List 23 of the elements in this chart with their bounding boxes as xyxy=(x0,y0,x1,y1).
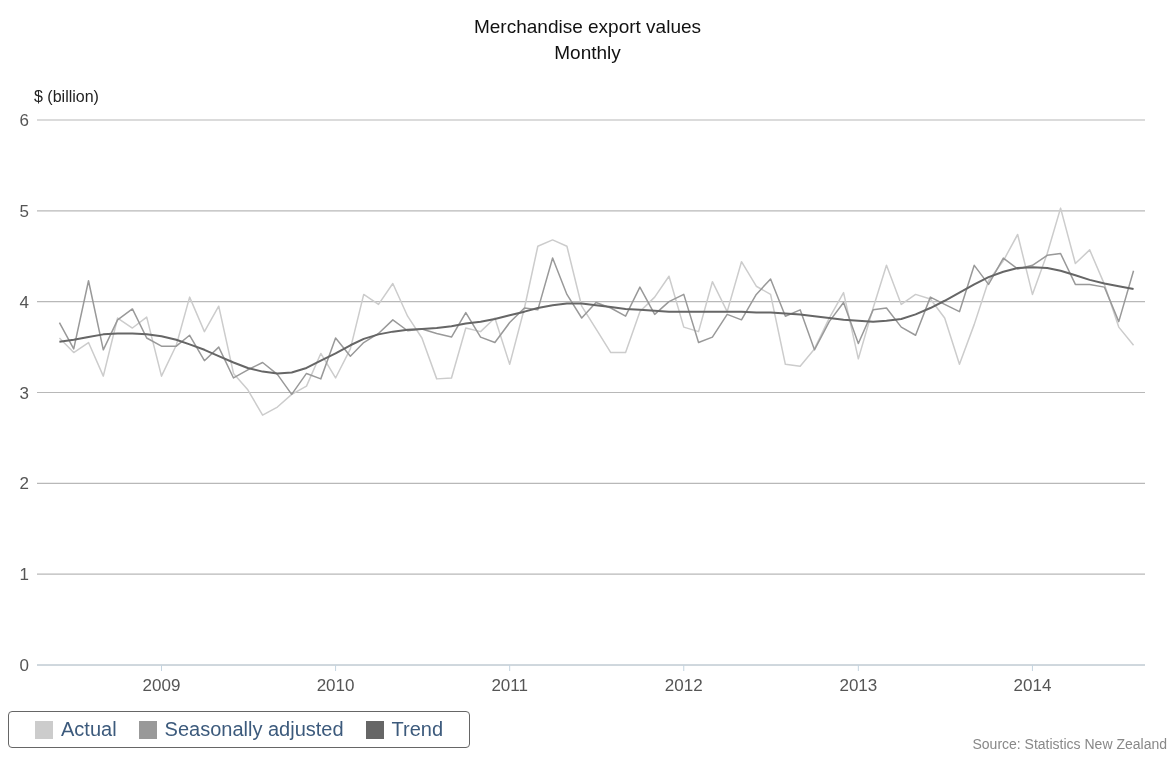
x-tick-label: 2012 xyxy=(664,676,703,696)
chart-title: Merchandise export values xyxy=(472,15,703,39)
x-tick-label: 2010 xyxy=(316,676,355,696)
y-tick-label: 4 xyxy=(19,292,29,312)
chart-subtitle: Monthly xyxy=(553,41,622,65)
line-series xyxy=(58,266,1135,375)
y-tick-label: 0 xyxy=(19,656,29,676)
y-tick-label: 1 xyxy=(19,565,29,585)
source-note: Source: Statistics New Zealand xyxy=(972,736,1167,752)
legend-label: Trend xyxy=(391,718,444,741)
line-series xyxy=(58,252,1135,396)
y-tick-label: 3 xyxy=(19,383,29,403)
x-tick-label: 2009 xyxy=(142,676,181,696)
y-axis-title: $ (billion) xyxy=(34,88,99,106)
x-tick-label: 2013 xyxy=(839,676,878,696)
x-tick-label: 2011 xyxy=(491,676,528,696)
y-tick-label: 5 xyxy=(19,201,29,221)
legend-label: Seasonally adjusted xyxy=(164,718,344,741)
y-tick-label: 2 xyxy=(19,474,29,494)
y-tick-label: 6 xyxy=(19,111,29,131)
x-tick-label: 2014 xyxy=(1013,676,1052,696)
line-series xyxy=(58,207,1135,416)
legend-label: Actual xyxy=(61,718,117,741)
